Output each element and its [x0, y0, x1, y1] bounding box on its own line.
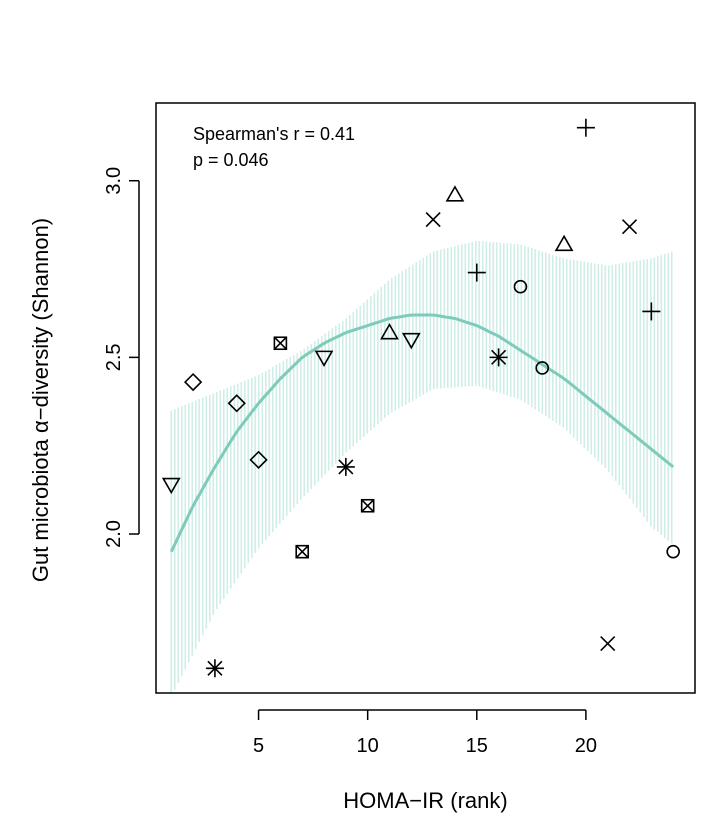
- data-point-circle: [666, 544, 680, 559]
- data-point-triangle-up: [554, 234, 574, 252]
- data-point-diamond: [227, 394, 246, 413]
- data-point-asterisk: [336, 457, 355, 476]
- x-tick-label: 5: [253, 735, 264, 757]
- data-point-triangle-up: [445, 185, 465, 202]
- data-point-cross-x: [600, 635, 616, 652]
- data-point-plus: [576, 118, 595, 137]
- data-point-circle: [513, 279, 528, 294]
- data-points: [161, 118, 680, 678]
- x-tick-label: 10: [357, 735, 379, 757]
- data-point-diamond: [249, 450, 268, 469]
- x-axis-title: HOMA−IR (rank): [343, 788, 507, 813]
- y-axis: 2.0 2.5 3.0: [103, 167, 140, 548]
- data-point-square-x: [360, 498, 375, 513]
- y-axis-title: Gut microbiota α−diversity (Shannon): [28, 218, 53, 582]
- data-point-triangle-down: [401, 332, 421, 350]
- confidence-band: [170, 240, 673, 693]
- data-point-cross-x: [425, 212, 441, 228]
- data-point-asterisk: [205, 659, 224, 678]
- data-point-diamond: [183, 372, 203, 392]
- y-tick-label: 3.0: [103, 167, 125, 195]
- y-tick-label: 2.5: [103, 343, 125, 371]
- x-tick-label: 15: [466, 735, 488, 757]
- data-point-triangle-down: [161, 477, 181, 495]
- data-point-asterisk: [489, 348, 508, 367]
- data-point-plus: [642, 302, 661, 321]
- data-point-square-x: [273, 336, 288, 351]
- p-value-annotation: p = 0.046: [193, 150, 269, 170]
- data-point-triangle-down: [314, 350, 334, 367]
- data-point-plus: [467, 263, 486, 282]
- y-tick-label: 2.0: [103, 520, 125, 548]
- data-point-triangle-up: [380, 323, 399, 340]
- plot-frame: [155, 102, 696, 694]
- smooth-fit-line: [169, 313, 675, 553]
- x-axis: 5 10 15 20: [253, 709, 597, 757]
- data-point-circle: [535, 361, 550, 375]
- correlation-annotation: Spearman's r = 0.41: [193, 124, 355, 144]
- data-point-square-x: [295, 544, 310, 559]
- data-point-cross-x: [621, 219, 638, 235]
- x-tick-label: 20: [575, 735, 597, 757]
